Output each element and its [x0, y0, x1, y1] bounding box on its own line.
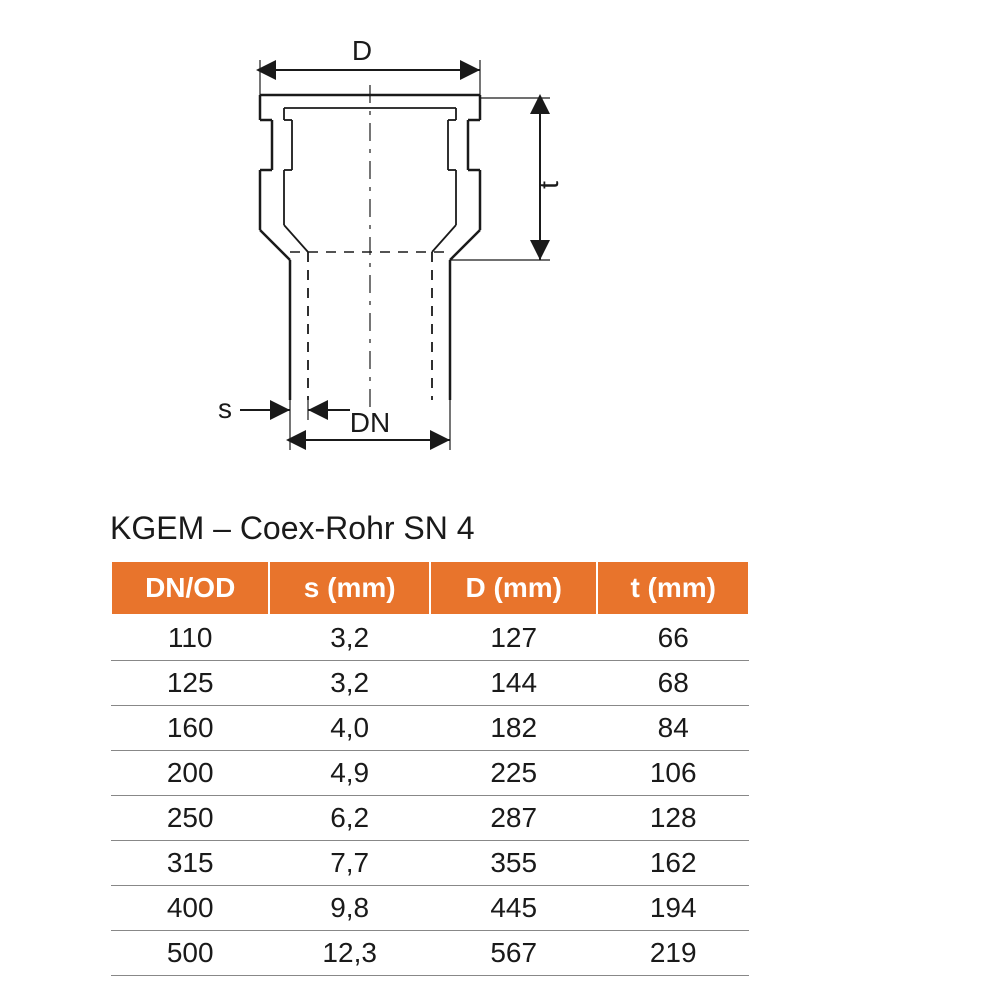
col-header: s (mm): [269, 561, 430, 615]
table-cell: 3,2: [269, 615, 430, 661]
table-cell: 110: [111, 615, 269, 661]
col-header: DN/OD: [111, 561, 269, 615]
table-cell: 219: [597, 931, 749, 976]
table-cell: 6,2: [269, 796, 430, 841]
label-s: s: [218, 393, 232, 424]
table-row: 2506,2287128: [111, 796, 749, 841]
table-cell: 68: [597, 661, 749, 706]
table-cell: 12,3: [269, 931, 430, 976]
pipe-diagram: D: [180, 20, 630, 460]
table-row: 50012,3567219: [111, 931, 749, 976]
table-cell: 194: [597, 886, 749, 931]
table-cell: 125: [111, 661, 269, 706]
label-dn: DN: [350, 407, 390, 438]
table-cell: 144: [430, 661, 597, 706]
label-t: t: [533, 181, 564, 189]
table-cell: 355: [430, 841, 597, 886]
table-header-row: DN/OD s (mm) D (mm) t (mm): [111, 561, 749, 615]
table-cell: 400: [111, 886, 269, 931]
table-cell: 84: [597, 706, 749, 751]
spec-table: DN/OD s (mm) D (mm) t (mm) 1103,21276612…: [110, 560, 750, 976]
table-row: 1253,214468: [111, 661, 749, 706]
table-cell: 66: [597, 615, 749, 661]
table-cell: 287: [430, 796, 597, 841]
table-row: 1604,018284: [111, 706, 749, 751]
table-cell: 250: [111, 796, 269, 841]
table-cell: 4,0: [269, 706, 430, 751]
table-cell: 9,8: [269, 886, 430, 931]
table-row: 2004,9225106: [111, 751, 749, 796]
table-cell: 225: [430, 751, 597, 796]
table-cell: 7,7: [269, 841, 430, 886]
table-row: 3157,7355162: [111, 841, 749, 886]
table-title: KGEM – Coex-Rohr SN 4: [110, 510, 475, 547]
table-cell: 445: [430, 886, 597, 931]
col-header: D (mm): [430, 561, 597, 615]
table-row: 1103,212766: [111, 615, 749, 661]
table-cell: 4,9: [269, 751, 430, 796]
table-cell: 162: [597, 841, 749, 886]
table-row: 4009,8445194: [111, 886, 749, 931]
col-header: t (mm): [597, 561, 749, 615]
table-cell: 200: [111, 751, 269, 796]
label-d: D: [352, 35, 372, 66]
table-cell: 182: [430, 706, 597, 751]
table-cell: 128: [597, 796, 749, 841]
table-cell: 500: [111, 931, 269, 976]
table-cell: 160: [111, 706, 269, 751]
table-cell: 315: [111, 841, 269, 886]
table-cell: 567: [430, 931, 597, 976]
table-cell: 127: [430, 615, 597, 661]
table-cell: 3,2: [269, 661, 430, 706]
table-cell: 106: [597, 751, 749, 796]
